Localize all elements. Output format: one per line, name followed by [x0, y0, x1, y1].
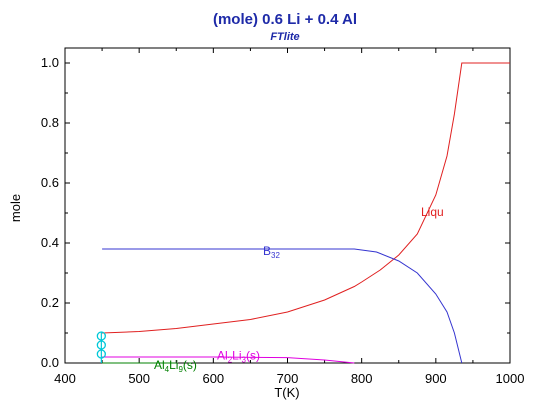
x-tick-label: 600	[202, 371, 224, 386]
series-line-al2li3	[102, 356, 355, 364]
x-tick-label: 500	[128, 371, 150, 386]
y-axis-label: mole	[8, 194, 23, 222]
x-axis-ticks: 400 500 600 700 800 900 1000	[54, 48, 524, 386]
starting-point-markers	[96, 331, 106, 363]
series-label-b32: B32	[263, 244, 280, 260]
marker-point	[96, 349, 106, 359]
marker-point	[96, 331, 106, 341]
series-lines	[102, 62, 510, 364]
series-labels: Liqu B32 Al2Li3(s) Al4Li9(s)	[154, 205, 444, 374]
series-line-b32	[102, 248, 463, 364]
series-line-liqu	[102, 62, 510, 334]
series-label-al4li9: Al4Li9(s)	[154, 358, 197, 374]
x-tick-label: 700	[277, 371, 299, 386]
x-tick-label: 400	[54, 371, 76, 386]
y-tick-label: 0.2	[41, 295, 59, 310]
x-axis-label: T(K)	[274, 385, 299, 400]
chart-title: (mole) 0.6 Li + 0.4 Al	[213, 11, 357, 28]
series-label-al2li3: Al2Li3(s)	[217, 348, 260, 364]
x-tick-label: 800	[351, 371, 373, 386]
y-tick-label: 0.8	[41, 115, 59, 130]
x-tick-label: 1000	[496, 371, 525, 386]
marker-point	[96, 340, 106, 350]
chart-subtitle: FTlite	[270, 31, 299, 43]
series-label-liqu: Liqu	[421, 205, 444, 219]
y-tick-label: 0.6	[41, 175, 59, 190]
y-tick-label: 0.4	[41, 235, 59, 250]
y-tick-label: 1.0	[41, 55, 59, 70]
y-tick-label: 0.0	[41, 355, 59, 370]
x-tick-label: 900	[425, 371, 447, 386]
y-axis-ticks: 0.0 0.2 0.4 0.6 0.8 1.0	[41, 55, 510, 370]
